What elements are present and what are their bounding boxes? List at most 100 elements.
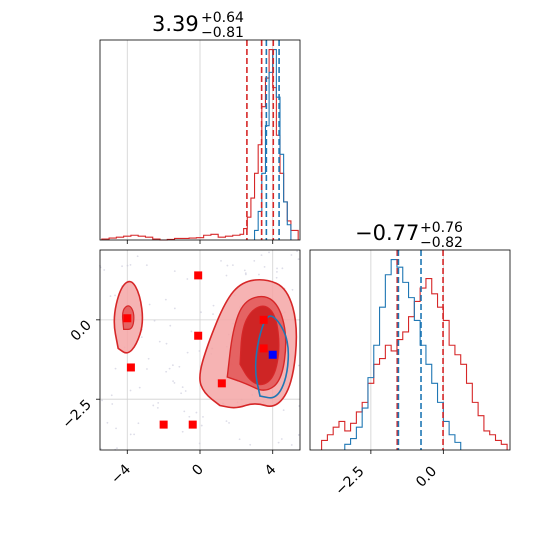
joint-sample-point: [181, 386, 184, 389]
joint-sample-point: [172, 380, 174, 383]
joint-sample-point: [290, 254, 293, 256]
red-marker: [123, 314, 132, 323]
y-marginal-quantile-lines: [396, 250, 444, 450]
joint-sample-point: [158, 340, 161, 343]
joint-sample-point: [101, 399, 103, 402]
joint-sample-point: [133, 433, 136, 436]
joint-markers: [123, 271, 277, 429]
joint-sample-point: [147, 357, 150, 360]
joint-sample-point: [282, 409, 285, 411]
red-marker: [217, 379, 226, 388]
joint-sample-point: [277, 441, 280, 444]
joint-sample-point: [114, 367, 117, 370]
red-contour-inner: [239, 305, 280, 386]
y-marginal-tick-label: −2.5: [332, 464, 367, 499]
joint-sample-point: [140, 336, 143, 339]
x-marginal-ticks: [126, 240, 274, 244]
y-title-minus: −0.82: [420, 235, 463, 251]
y-marginal-histograms: [321, 258, 508, 450]
x-marginal-quantile-lines: [246, 40, 280, 240]
joint-sample-point: [129, 433, 132, 436]
joint-sample-point: [156, 406, 159, 409]
joint-sample-point: [181, 430, 184, 433]
joint-sample-point: [171, 364, 174, 367]
joint-sample-point: [297, 364, 300, 367]
joint-sample-point: [238, 438, 241, 441]
joint-sample-point: [260, 254, 263, 257]
joint-sample-point: [231, 264, 234, 267]
joint-sample-point: [276, 270, 278, 273]
joint-sample-point: [165, 370, 168, 373]
joint-sample-point: [169, 324, 172, 327]
joint-sample-point: [183, 410, 186, 413]
joint-sample-point: [168, 367, 171, 370]
joint-sample-point: [111, 403, 114, 405]
x-marginal-title: 3.39: [152, 12, 199, 36]
joint-sample-point: [263, 266, 266, 268]
joint-sample-point: [145, 264, 148, 267]
red-marker: [194, 271, 203, 280]
joint-sample-point: [129, 263, 132, 266]
joint-sample-point: [249, 443, 252, 446]
y-marginal-panel: −2.5 0.0 −0.77 +0.76 −0.82: [309, 220, 511, 499]
y-marginal-grid: [370, 250, 444, 450]
joint-sample-point: [225, 274, 228, 277]
joint-panel: −4 0 4 0.0 −2.5: [59, 249, 301, 487]
joint-sample-point: [173, 307, 176, 310]
joint-sample-point: [180, 392, 183, 395]
joint-sample-point: [212, 304, 215, 307]
joint-xtick-label: 4: [262, 461, 280, 479]
joint-sample-point: [195, 411, 198, 414]
y-marginal-title: −0.77: [355, 221, 419, 245]
joint-sample-point: [244, 272, 247, 274]
joint-sample-point: [198, 350, 201, 352]
joint-sample-point: [226, 264, 229, 267]
joint-sample-point: [276, 267, 278, 270]
y-title-value: −0.77: [355, 221, 419, 245]
red-marker: [159, 420, 168, 429]
red-marker: [126, 363, 135, 372]
joint-sample-point: [198, 442, 201, 445]
x-title-minus: −0.81: [201, 25, 244, 41]
red-marker: [259, 315, 268, 324]
y-marginal-ticks: −2.5 0.0: [332, 450, 444, 499]
joint-sample-point: [178, 365, 181, 368]
red-marker: [259, 344, 268, 353]
joint-sample-point: [115, 427, 117, 430]
joint-sample-point: [290, 444, 293, 446]
joint-sample-point: [202, 415, 204, 418]
joint-sample-point: [296, 250, 298, 253]
x-title-plus: +0.64: [201, 10, 244, 26]
joint-ytick-label: 0.0: [68, 317, 95, 344]
joint-sample-point: [103, 269, 106, 271]
y-title-plus: +0.76: [420, 220, 463, 236]
joint-sample-point: [116, 447, 118, 450]
joint-sample-point: [281, 267, 284, 270]
joint-sample-point: [110, 394, 113, 397]
joint-sample-point: [109, 295, 112, 298]
x-marginal-histogram-series-0: [101, 48, 299, 241]
joint-sample-point: [243, 269, 246, 272]
joint-sample-point: [291, 288, 294, 291]
joint-sample-point: [129, 389, 132, 392]
joint-sample-point: [190, 330, 193, 333]
joint-sample-point: [121, 265, 123, 268]
red-marker: [188, 420, 197, 429]
joint-sample-point: [146, 368, 148, 370]
joint-sample-point: [228, 422, 230, 424]
joint-sample-point: [173, 382, 176, 384]
joint-sample-point: [200, 311, 202, 314]
joint-sample-point: [165, 342, 168, 345]
joint-sample-point: [136, 255, 139, 258]
joint-sample-point: [138, 386, 141, 389]
y-marginal-frame: [309, 249, 511, 451]
blue-marker: [268, 350, 277, 359]
x-title-value: 3.39: [152, 12, 199, 36]
joint-ytick-label: −2.5: [59, 397, 94, 432]
joint-sample-point: [126, 264, 129, 267]
joint-sample-point: [173, 270, 176, 273]
joint-sample-point: [157, 401, 160, 404]
joint-sample-point: [275, 276, 278, 279]
joint-xtick-label: −4: [108, 461, 134, 487]
